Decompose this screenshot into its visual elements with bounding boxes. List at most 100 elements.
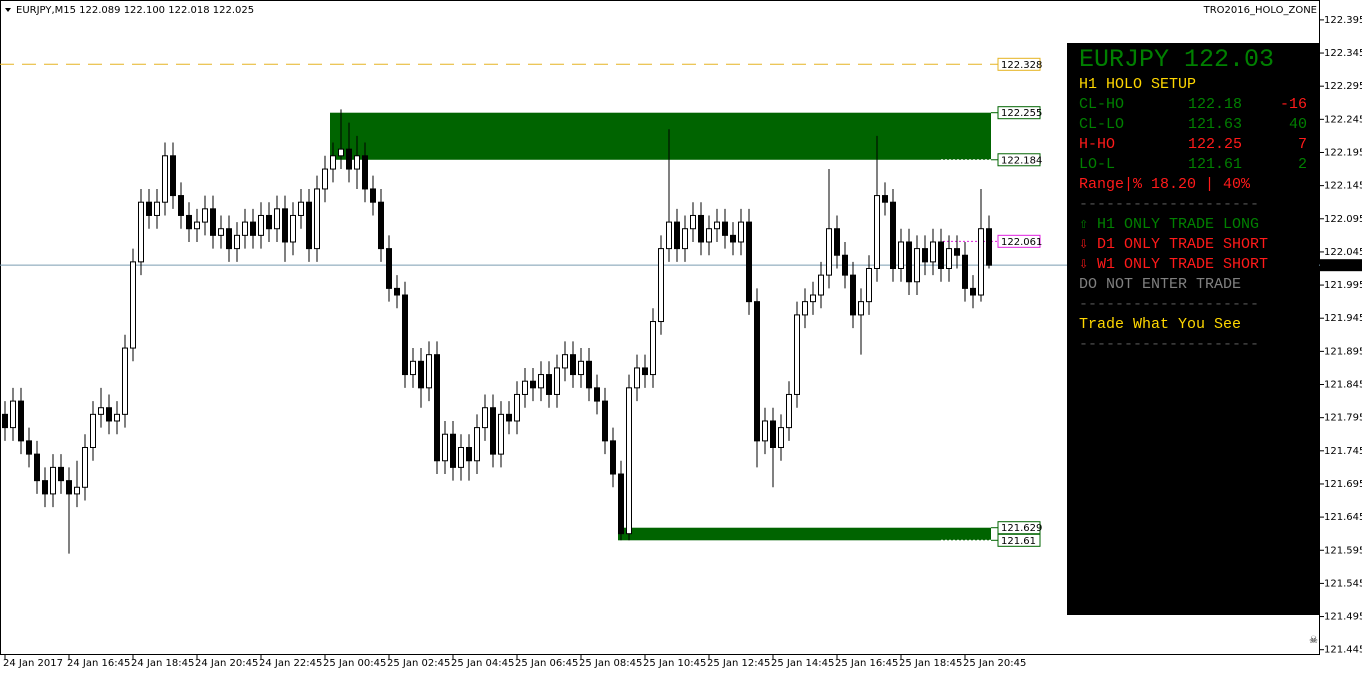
panel-trade: ⇩ W1 ONLY TRADE SHORT [1079,256,1269,273]
candle-body [370,188,376,203]
level-box [997,57,1041,71]
y-tick-label: 121.645 [1324,512,1362,523]
candle-body [794,314,800,395]
candle-body [18,400,24,442]
panel-title: EURJPY 122.03 [1079,45,1275,74]
candle-body [946,248,952,269]
candle-body [586,360,592,389]
candle-body [786,393,792,429]
candle-body [194,221,200,230]
candle-body [738,221,744,243]
candle-body [690,214,696,230]
panel-cell: CL-LO [1079,116,1125,133]
candle-body [722,221,728,236]
x-tick-label: 25 Jan 16:45 [835,658,898,669]
x-tick-label: 25 Jan 20:45 [963,658,1026,669]
candle-body [842,254,848,276]
candle-body [434,354,440,462]
candle-body [674,221,680,250]
x-tick-label: 25 Jan 14:45 [771,658,834,669]
x-tick-label: 25 Jan 12:45 [707,658,770,669]
candle-body [74,486,80,495]
panel-range: Range|% 18.20 | 40% [1079,176,1251,193]
candle-body [226,228,232,250]
panel-cell: 122.25 [1188,136,1243,153]
y-tick-label: 121.895 [1324,346,1362,357]
panel-advice: DO NOT ENTER TRADE [1079,276,1242,293]
candle-body [362,155,368,190]
candle-body [898,241,904,269]
y-tick-label: 122.195 [1324,147,1362,158]
level-label: 122.184 [1001,155,1042,166]
candle-body [730,234,736,243]
candle-body [450,433,456,468]
panel-row: H-HO 122.25 7 [1079,135,1307,155]
candle-body [474,427,480,462]
candle-body [210,208,216,236]
candle-body [114,413,120,422]
candle-body [986,228,992,266]
level-box [997,521,1041,535]
candle-body [762,420,768,442]
candle-body [546,374,552,395]
level-box [997,106,1041,120]
candle-body [962,254,968,289]
info-panel: EURJPY 122.03 H1 HOLO SETUP CL-HO 122.18 -16… [1067,43,1319,615]
y-tick-label: 121.545 [1324,578,1362,589]
panel-trade: ⇧ H1 ONLY TRADE LONG [1079,216,1260,233]
candle-body [282,208,288,243]
candle-body [458,446,464,468]
candle-body [514,393,520,422]
candle-body [866,267,872,303]
level-box [997,533,1041,547]
candle-body [314,188,320,250]
x-tick-label: 25 Jan 06:45 [515,658,578,669]
x-tick-label: 25 Jan 08:45 [579,658,642,669]
last-price-box [1320,259,1362,272]
candle-body [402,294,408,376]
candle-body [578,360,584,376]
y-tick-label: 122.095 [1324,214,1362,225]
candle-body [642,367,648,376]
candle-body [90,413,96,448]
candle-body [978,228,984,296]
candle-body [498,413,504,455]
x-tick-label: 24 Jan 22:45 [259,658,322,669]
y-tick-label: 121.945 [1324,313,1362,324]
candle-body [250,221,256,236]
x-tick-label: 25 Jan 18:45 [899,658,962,669]
x-tick-label: 24 Jan 2017 [3,658,63,669]
candle-body [138,201,144,263]
candle-body [178,195,184,216]
candle-body [186,214,192,230]
candle-body [530,380,536,389]
x-tick-label: 24 Jan 20:45 [195,658,258,669]
candle-body [970,287,976,296]
candle-body [26,440,32,455]
close-icon: ☠ [1309,635,1318,646]
candle-body [818,274,824,296]
candle-body [826,228,832,276]
candle-body [618,473,624,535]
candle-body [242,221,248,236]
candle-body [170,155,176,197]
candle-body [922,248,928,263]
candle-body [162,155,168,203]
candle-body [882,195,888,203]
y-tick-label: 121.595 [1324,545,1362,556]
candle-body [122,347,128,415]
candle-body [634,367,640,389]
candle-body [42,480,48,495]
candle-body [906,241,912,283]
candle-body [754,301,760,442]
panel-cell: 2 [1297,156,1307,173]
panel-row: CL-HO 122.18 -16 [1079,95,1307,115]
level-box [997,234,1041,248]
panel-row: CL-LO 121.63 40 [1079,115,1307,135]
panel-setup: H1 HOLO SETUP [1079,76,1197,93]
candle-body [418,360,424,389]
candle-body [770,420,776,448]
panel-trade: ⇩ D1 ONLY TRADE SHORT [1079,236,1269,253]
y-tick-label: 122.295 [1324,81,1362,92]
